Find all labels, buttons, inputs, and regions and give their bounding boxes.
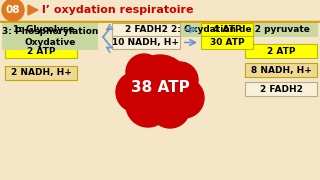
FancyBboxPatch shape <box>2 23 98 50</box>
FancyBboxPatch shape <box>245 82 317 96</box>
Text: 2 ATP: 2 ATP <box>267 46 295 55</box>
FancyBboxPatch shape <box>112 36 180 49</box>
Circle shape <box>162 62 198 98</box>
Text: 4 ATP: 4 ATP <box>213 25 241 34</box>
Text: 2 FADH2: 2 FADH2 <box>260 84 302 93</box>
Text: 2: Oxydation de 2 pyruvate: 2: Oxydation de 2 pyruvate <box>171 26 309 35</box>
FancyBboxPatch shape <box>201 36 253 49</box>
Polygon shape <box>28 5 38 15</box>
FancyBboxPatch shape <box>5 44 77 58</box>
Circle shape <box>130 55 190 115</box>
Text: l’ oxydation respiratoire: l’ oxydation respiratoire <box>42 5 194 15</box>
FancyBboxPatch shape <box>162 23 318 37</box>
Text: 1: Glycolyse: 1: Glycolyse <box>13 26 75 35</box>
Circle shape <box>126 54 162 90</box>
Text: 2 FADH2: 2 FADH2 <box>124 25 167 34</box>
FancyBboxPatch shape <box>5 66 77 80</box>
Circle shape <box>116 72 156 112</box>
Text: 38 ATP: 38 ATP <box>131 80 189 96</box>
FancyBboxPatch shape <box>201 23 253 36</box>
Text: 2 NADH, H+: 2 NADH, H+ <box>11 69 71 78</box>
Circle shape <box>2 0 24 21</box>
Text: 08: 08 <box>6 5 20 15</box>
Text: 10 NADH, H+: 10 NADH, H+ <box>113 38 180 47</box>
Text: 3: Phosphorylation
Oxydative: 3: Phosphorylation Oxydative <box>2 27 98 47</box>
FancyBboxPatch shape <box>112 23 180 36</box>
Text: 30 ATP: 30 ATP <box>210 38 244 47</box>
Circle shape <box>126 83 170 127</box>
Circle shape <box>164 78 204 118</box>
Circle shape <box>150 88 190 128</box>
FancyBboxPatch shape <box>2 23 87 37</box>
Text: 2 ATP: 2 ATP <box>27 46 55 55</box>
Text: 8 NADH, H+: 8 NADH, H+ <box>251 66 311 75</box>
FancyBboxPatch shape <box>245 44 317 58</box>
FancyBboxPatch shape <box>245 63 317 77</box>
